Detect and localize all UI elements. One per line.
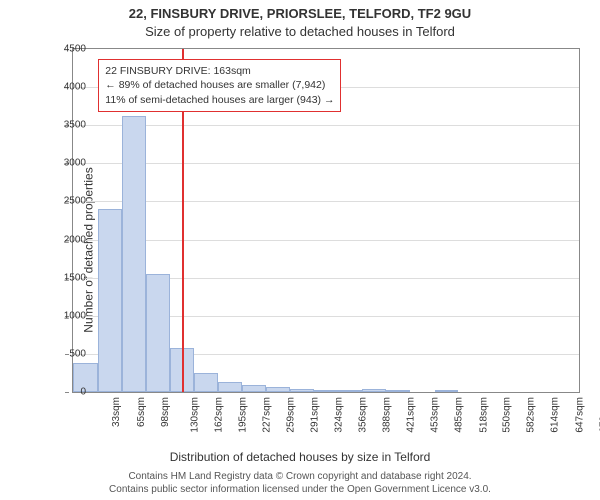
y-tick-label: 3000	[64, 158, 86, 169]
y-tick-label: 2500	[64, 196, 86, 207]
x-tick-label: 550sqm	[502, 397, 513, 433]
histogram-bar	[266, 387, 291, 392]
x-tick-label: 485sqm	[454, 397, 465, 433]
histogram-bar	[98, 209, 123, 392]
y-tick-label: 4500	[64, 44, 86, 55]
histogram-bar	[362, 389, 386, 392]
gridline	[73, 163, 579, 164]
y-tick-label: 0	[80, 387, 86, 398]
x-axis-label: Distribution of detached houses by size …	[0, 450, 600, 464]
x-tick-label: 518sqm	[478, 397, 489, 433]
y-tick-label: 4000	[64, 82, 86, 93]
x-tick-label: 453sqm	[430, 397, 441, 433]
chart-title-line2: Size of property relative to detached ho…	[0, 24, 600, 39]
histogram-bar	[122, 116, 146, 392]
x-tick-label: 324sqm	[334, 397, 345, 433]
x-tick-label: 195sqm	[238, 397, 249, 433]
x-tick-label: 614sqm	[550, 397, 561, 433]
gridline	[73, 240, 579, 241]
annotation-line3: 11% of semi-detached houses are larger (…	[105, 93, 334, 107]
plot-area: 22 FINSBURY DRIVE: 163sqm← 89% of detach…	[72, 48, 580, 393]
x-tick-label: 582sqm	[526, 397, 537, 433]
gridline	[73, 125, 579, 126]
annotation-line2: ← 89% of detached houses are smaller (7,…	[105, 78, 334, 92]
y-tick-label: 2000	[64, 234, 86, 245]
histogram-bar	[218, 382, 242, 392]
annotation-line1: 22 FINSBURY DRIVE: 163sqm	[105, 64, 334, 78]
x-tick-label: 162sqm	[214, 397, 225, 433]
footer-line1: Contains HM Land Registry data © Crown c…	[0, 471, 600, 484]
x-tick-label: 356sqm	[358, 397, 369, 433]
x-tick-label: 388sqm	[382, 397, 393, 433]
x-tick-label: 421sqm	[406, 397, 417, 433]
y-tick	[65, 392, 69, 393]
x-tick-label: 130sqm	[189, 397, 200, 433]
y-tick-label: 500	[69, 348, 86, 359]
histogram-bar	[242, 385, 266, 392]
x-tick-label: 33sqm	[111, 397, 122, 427]
chart-title-line1: 22, FINSBURY DRIVE, PRIORSLEE, TELFORD, …	[0, 6, 600, 21]
footer-line2: Contains public sector information licen…	[0, 484, 600, 497]
histogram-bar	[435, 390, 459, 392]
gridline	[73, 201, 579, 202]
figure: 22, FINSBURY DRIVE, PRIORSLEE, TELFORD, …	[0, 0, 600, 500]
histogram-bar	[314, 390, 338, 392]
x-tick-label: 227sqm	[262, 397, 273, 433]
y-tick-label: 1000	[64, 310, 86, 321]
x-tick-label: 647sqm	[574, 397, 585, 433]
histogram-bar	[194, 373, 218, 392]
histogram-bar	[146, 274, 170, 392]
x-tick-label: 291sqm	[310, 397, 321, 433]
attribution-footer: Contains HM Land Registry data © Crown c…	[0, 471, 600, 496]
histogram-bar	[290, 389, 314, 392]
x-tick-label: 65sqm	[136, 397, 147, 427]
x-tick-label: 98sqm	[160, 397, 171, 427]
histogram-bar	[386, 390, 410, 392]
y-tick-label: 3500	[64, 120, 86, 131]
x-tick-label: 259sqm	[285, 397, 296, 433]
y-tick-label: 1500	[64, 272, 86, 283]
histogram-bar	[338, 390, 363, 392]
annotation-box: 22 FINSBURY DRIVE: 163sqm← 89% of detach…	[98, 59, 341, 112]
